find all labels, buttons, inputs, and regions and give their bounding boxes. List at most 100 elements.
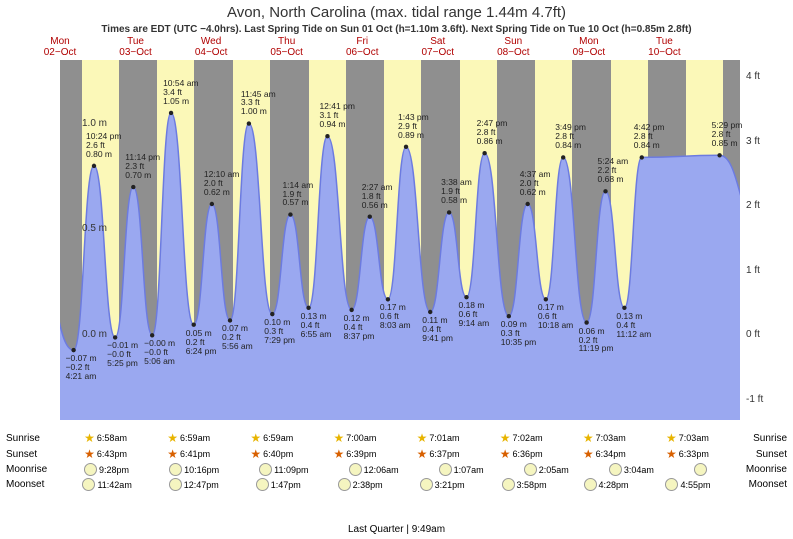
sunmoon-cell: 4:28pm xyxy=(584,478,629,491)
tide-point-label: 11:14 pm2.3 ft0.70 m xyxy=(125,153,160,180)
sunmoon-value: 4:28pm xyxy=(599,480,629,490)
y-tick-left: 0.0 m xyxy=(67,329,107,340)
x-tick-day: Tue10−Oct xyxy=(644,36,684,58)
sunmoon-value: 6:37pm xyxy=(429,449,459,459)
sunmoon-value: 12:06am xyxy=(364,465,399,475)
sunmoon-value: 6:39pm xyxy=(346,449,376,459)
moonrise-icon xyxy=(694,463,707,476)
moonrise-icon xyxy=(349,463,362,476)
x-tick-day: Tue03−Oct xyxy=(116,36,156,58)
sunset-icon: ★ xyxy=(500,447,511,461)
sunmoon-cell: 9:28pm xyxy=(84,463,129,476)
row-label: Sunrise xyxy=(0,433,64,444)
sunmoon-row-sunrise: Sunrise★6:58am★6:59am★6:59am★7:00am★7:01… xyxy=(0,430,793,446)
sunset-icon: ★ xyxy=(167,447,178,461)
sunmoon-value: 10:16pm xyxy=(184,465,219,475)
row-label-right: Moonrise xyxy=(729,464,793,475)
tide-point-label: 4:37 am2.0 ft0.62 m xyxy=(520,170,551,197)
tide-point-label: 3:38 am1.9 ft0.58 m xyxy=(441,178,472,205)
moonset-icon xyxy=(420,478,433,491)
x-tick-day: Mon09−Oct xyxy=(569,36,609,58)
sunmoon-cell: 12:47pm xyxy=(169,478,219,491)
sunrise-icon: ★ xyxy=(167,431,178,445)
tide-point-label: 5:29 pm2.8 ft0.85 m xyxy=(712,121,743,148)
tide-point-label: 0.10 m0.3 ft7:29 pm xyxy=(264,318,295,345)
moonrise-icon xyxy=(169,463,182,476)
sunrise-icon: ★ xyxy=(666,431,677,445)
sunmoon-cell: 1:47pm xyxy=(256,478,301,491)
x-tick-day: Wed04−Oct xyxy=(191,36,231,58)
moonrise-icon xyxy=(84,463,97,476)
sunset-icon: ★ xyxy=(666,447,677,461)
sunmoon-cell: ★6:41pm xyxy=(167,447,210,461)
tide-point-label: 3:49 pm2.8 ft0.84 m xyxy=(555,123,586,150)
x-tick-day: Mon02−Oct xyxy=(40,36,80,58)
sunmoon-value: 1:47pm xyxy=(271,480,301,490)
sunmoon-value: 6:33pm xyxy=(679,449,709,459)
tide-point-label: −0.01 m−0.0 ft5:25 pm xyxy=(107,341,138,368)
row-label: Moonset xyxy=(0,479,64,490)
sunrise-icon: ★ xyxy=(84,431,95,445)
moonset-icon xyxy=(169,478,182,491)
moonrise-icon xyxy=(439,463,452,476)
sunmoon-value: 3:21pm xyxy=(435,480,465,490)
tide-point-label: 4:42 pm2.8 ft0.84 m xyxy=(634,123,665,150)
y-tick-right: 2 ft xyxy=(746,200,786,211)
sunmoon-cell: ★6:59am xyxy=(250,431,293,445)
sunmoon-cell: 2:38pm xyxy=(338,478,383,491)
y-tick-left: 1.0 m xyxy=(67,118,107,129)
sunmoon-cell: 2:05am xyxy=(524,463,569,476)
y-tick-right: 3 ft xyxy=(746,136,786,147)
sunmoon-value: 7:00am xyxy=(346,433,376,443)
tide-point-label: 0.06 m0.2 ft11:19 pm xyxy=(579,327,614,354)
sunmoon-value: 7:02am xyxy=(513,433,543,443)
sunset-icon: ★ xyxy=(334,447,345,461)
chart-subtitle: Times are EDT (UTC −4.0hrs). Last Spring… xyxy=(0,24,793,35)
sunmoon-cell: ★7:02am xyxy=(500,431,543,445)
tide-point-label: 0.13 m0.4 ft11:12 am xyxy=(616,312,651,339)
sunmoon-cell: ★6:43pm xyxy=(84,447,127,461)
moonset-icon xyxy=(665,478,678,491)
tide-point-label: 11:45 am3.3 ft1.00 m xyxy=(241,90,276,117)
tide-point-label: 0.17 m0.6 ft10:18 am xyxy=(538,303,573,330)
tide-point-label: 0.05 m0.2 ft6:24 pm xyxy=(186,329,217,356)
sunmoon-value: 2:38pm xyxy=(353,480,383,490)
sunmoon-value: 9:28pm xyxy=(99,465,129,475)
sunmoon-value: 1:07am xyxy=(454,465,484,475)
y-tick-right: 0 ft xyxy=(746,329,786,340)
y-tick-right: 1 ft xyxy=(746,265,786,276)
sunmoon-value: 11:42am xyxy=(97,480,131,490)
moonrise-icon xyxy=(609,463,622,476)
sunmoon-value: 12:47pm xyxy=(184,480,219,490)
row-label: Moonrise xyxy=(0,464,64,475)
tide-point-label: −0.00 m−0.0 ft5:06 am xyxy=(144,339,175,366)
sunmoon-row-moonrise: Moonrise9:28pm10:16pm11:09pm12:06am1:07a… xyxy=(0,462,793,477)
row-label-right: Moonset xyxy=(729,479,793,490)
sunmoon-cell: ★6:40pm xyxy=(250,447,293,461)
sunmoon-cell: 10:16pm xyxy=(169,463,219,476)
tide-point-label: 2:27 am1.8 ft0.56 m xyxy=(362,183,393,210)
moonset-icon xyxy=(338,478,351,491)
sunmoon-cell xyxy=(694,463,709,476)
sunmoon-cell: ★7:00am xyxy=(334,431,377,445)
sunmoon-cell: ★6:59am xyxy=(167,431,210,445)
tide-point-label: −0.07 m−0.2 ft4:21 am xyxy=(66,354,97,381)
moonset-icon xyxy=(584,478,597,491)
sunmoon-cell: ★6:58am xyxy=(84,431,127,445)
moonrise-icon xyxy=(259,463,272,476)
sunrise-icon: ★ xyxy=(334,431,345,445)
sun-moon-table: Sunrise★6:58am★6:59am★6:59am★7:00am★7:01… xyxy=(0,430,793,492)
sunmoon-value: 6:36pm xyxy=(513,449,543,459)
sunmoon-value: 6:41pm xyxy=(180,449,210,459)
tide-point-label: 12:10 am2.0 ft0.62 m xyxy=(204,170,239,197)
sunrise-icon: ★ xyxy=(250,431,261,445)
y-tick-right: -1 ft xyxy=(746,394,786,405)
sunrise-icon: ★ xyxy=(417,431,428,445)
sunmoon-cell: ★7:03am xyxy=(666,431,709,445)
tide-point-label: 1:43 pm2.9 ft0.89 m xyxy=(398,113,429,140)
sunmoon-value: 4:55pm xyxy=(680,480,710,490)
sunmoon-value: 3:04am xyxy=(624,465,654,475)
sunset-icon: ★ xyxy=(250,447,261,461)
sunset-icon: ★ xyxy=(84,447,95,461)
sunmoon-cell: 3:58pm xyxy=(502,478,547,491)
